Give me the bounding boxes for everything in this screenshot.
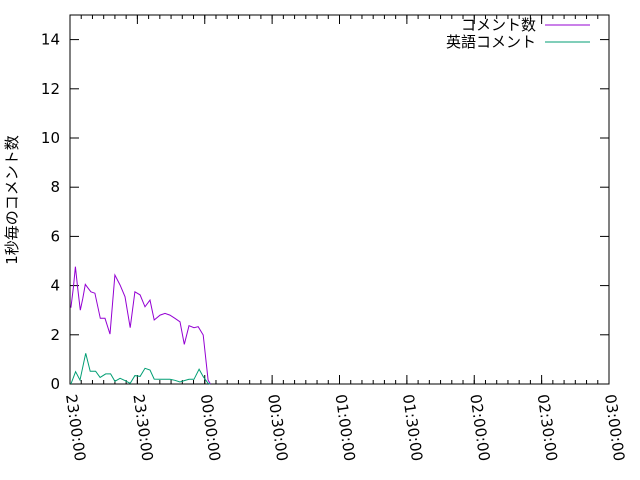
data-point (95, 371, 96, 372)
data-point (120, 285, 121, 286)
data-point (70, 307, 71, 308)
data-point (210, 384, 211, 385)
data-point (180, 382, 181, 383)
y-tick-label: 8 (50, 178, 60, 196)
data-point (105, 373, 106, 374)
data-point (184, 344, 185, 345)
data-point (164, 313, 165, 314)
data-point (77, 287, 78, 288)
y-tick-label: 10 (41, 129, 60, 147)
data-point (154, 379, 155, 380)
data-point (145, 306, 146, 307)
data-point (85, 284, 86, 285)
plot-border (69, 14, 610, 385)
data-point (149, 369, 150, 370)
data-point (208, 383, 209, 384)
data-point (100, 318, 101, 319)
data-point (90, 291, 91, 292)
data-point (94, 293, 95, 294)
data-point (79, 380, 80, 381)
y-axis-label: 1秒毎のコメント数 (3, 135, 21, 265)
data-point (145, 368, 146, 369)
data-point (193, 327, 194, 328)
data-point (169, 379, 170, 380)
data-point (140, 294, 141, 295)
data-point (130, 383, 131, 384)
data-point (174, 380, 175, 381)
data-point (73, 287, 74, 288)
data-point (174, 318, 175, 319)
data-point (125, 296, 126, 297)
data-point (75, 371, 76, 372)
data-point (125, 380, 126, 381)
data-point (90, 371, 91, 372)
data-point (134, 291, 135, 292)
data-point (160, 379, 161, 380)
data-point (75, 266, 76, 267)
data-point (193, 379, 194, 380)
data-point (114, 275, 115, 276)
y-tick-label: 12 (41, 80, 60, 98)
data-point (88, 288, 89, 289)
y-tick-label: 2 (50, 326, 60, 344)
x-tick-label: 23:00:00 (62, 393, 89, 462)
data-point (110, 373, 111, 374)
data-point (180, 321, 181, 322)
y-tick-label: 14 (41, 31, 60, 49)
data-point (154, 320, 155, 321)
data-point (130, 327, 131, 328)
y-tick-label: 0 (50, 375, 60, 393)
data-point (189, 379, 190, 380)
data-point (160, 315, 161, 316)
data-point (164, 379, 165, 380)
x-tick-label: 02:00:00 (466, 393, 493, 462)
x-tick-label: 23:30:00 (129, 393, 156, 462)
y-tick-label: 4 (50, 277, 60, 295)
data-point (140, 376, 141, 377)
data-point (114, 381, 115, 382)
data-point (198, 326, 199, 327)
data-point (109, 334, 110, 335)
data-point (203, 376, 204, 377)
series-line-0 (70, 266, 211, 385)
data-point (208, 380, 209, 381)
series-line-1 (70, 353, 211, 385)
data-point (82, 298, 83, 299)
x-tick-label: 03:00:00 (601, 393, 628, 462)
x-tick-label: 02:30:00 (534, 393, 561, 462)
legend-label: コメント数 (461, 16, 536, 34)
data-point (203, 335, 204, 336)
data-point (184, 380, 185, 381)
data-point (105, 318, 106, 319)
x-tick-label: 01:30:00 (399, 393, 426, 462)
data-point (85, 353, 86, 354)
data-point (80, 310, 81, 311)
data-point (120, 378, 121, 379)
data-point (70, 384, 71, 385)
data-point (149, 300, 150, 301)
x-tick-label: 00:00:00 (197, 393, 224, 462)
x-tick-label: 01:00:00 (332, 393, 359, 462)
y-tick-label: 6 (50, 227, 60, 245)
x-tick-label: 00:30:00 (264, 393, 291, 462)
data-point (134, 375, 135, 376)
data-point (169, 315, 170, 316)
data-point (199, 369, 200, 370)
legend-label: 英語コメント (446, 33, 536, 51)
data-point (189, 325, 190, 326)
data-point (100, 377, 101, 378)
